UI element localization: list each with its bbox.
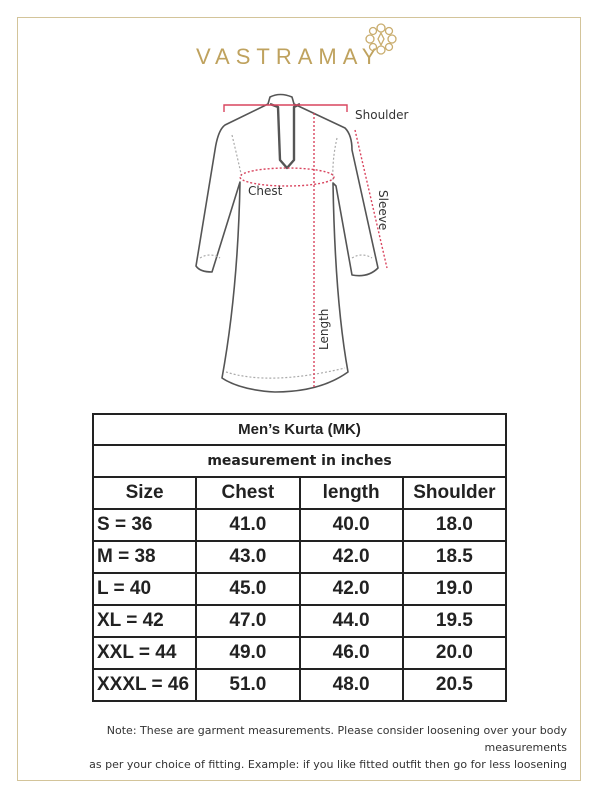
shoulder-cell: 20.5 bbox=[401, 668, 508, 702]
header-chest: Chest bbox=[195, 476, 301, 510]
header-size: Size bbox=[91, 476, 198, 510]
size-cell: XXL = 44 bbox=[91, 636, 198, 670]
fitting-note: Note: These are garment measurements. Pl… bbox=[27, 722, 567, 773]
kurta-placket bbox=[269, 102, 301, 170]
chest-measure-line bbox=[239, 167, 335, 187]
shoulder-measure-line bbox=[223, 104, 348, 112]
chest-cell: 45.0 bbox=[195, 572, 301, 606]
kurta-body-outline bbox=[195, 93, 379, 393]
shoulder-cell: 18.5 bbox=[401, 540, 508, 574]
kurta-diagram: Shoulder Chest Sleeve Length bbox=[195, 93, 409, 393]
chest-cell: 49.0 bbox=[195, 636, 301, 670]
shoulder-cell: 19.0 bbox=[401, 572, 508, 606]
size-cell: M = 38 bbox=[91, 540, 198, 574]
length-cell: 46.0 bbox=[298, 636, 404, 670]
page-frame bbox=[17, 17, 581, 781]
length-cell: 42.0 bbox=[298, 572, 404, 606]
size-cell: L = 40 bbox=[91, 572, 198, 606]
length-cell: 42.0 bbox=[298, 540, 404, 574]
size-cell: XXXL = 46 bbox=[91, 668, 198, 702]
header-length: length bbox=[298, 476, 404, 510]
chest-cell: 41.0 bbox=[195, 508, 301, 542]
length-cell: 44.0 bbox=[298, 604, 404, 638]
sleeve-label: Sleeve bbox=[376, 190, 390, 230]
table-row: M = 38 43.0 42.0 18.5 bbox=[91, 540, 508, 574]
shoulder-cell: 19.5 bbox=[401, 604, 508, 638]
header-shoulder: Shoulder bbox=[401, 476, 508, 510]
table-subtitle: measurement in inches bbox=[92, 444, 507, 478]
length-cell: 40.0 bbox=[298, 508, 404, 542]
note-line-2: as per your choice of fitting. Example: … bbox=[89, 758, 567, 771]
chest-cell: 51.0 bbox=[195, 668, 301, 702]
length-label: Length bbox=[317, 309, 331, 350]
shoulder-label: Shoulder bbox=[355, 108, 409, 122]
chest-label: Chest bbox=[248, 184, 283, 198]
chest-cell: 47.0 bbox=[195, 604, 301, 638]
shoulder-cell: 20.0 bbox=[401, 636, 508, 670]
table-row: L = 40 45.0 42.0 19.0 bbox=[91, 572, 508, 606]
brand-name: VASTRAMAY bbox=[196, 44, 383, 69]
table-row: XXL = 44 49.0 46.0 20.0 bbox=[91, 636, 508, 670]
note-line-1: Note: These are garment measurements. Pl… bbox=[106, 724, 567, 754]
length-cell: 48.0 bbox=[298, 668, 404, 702]
table-row: XL = 42 47.0 44.0 19.5 bbox=[91, 604, 508, 638]
chest-cell: 43.0 bbox=[195, 540, 301, 574]
size-chart-table: Men’s Kurta (MK) measurement in inches S… bbox=[91, 413, 508, 702]
table-row: S = 36 41.0 40.0 18.0 bbox=[91, 508, 508, 542]
table-row: XXXL = 46 51.0 48.0 20.5 bbox=[91, 668, 508, 702]
size-cell: S = 36 bbox=[91, 508, 198, 542]
table-title: Men’s Kurta (MK) bbox=[92, 413, 507, 446]
table-header-row: Size Chest length Shoulder bbox=[91, 476, 508, 510]
brand-logo-icon bbox=[365, 23, 397, 55]
size-cell: XL = 42 bbox=[91, 604, 198, 638]
shoulder-cell: 18.0 bbox=[401, 508, 508, 542]
